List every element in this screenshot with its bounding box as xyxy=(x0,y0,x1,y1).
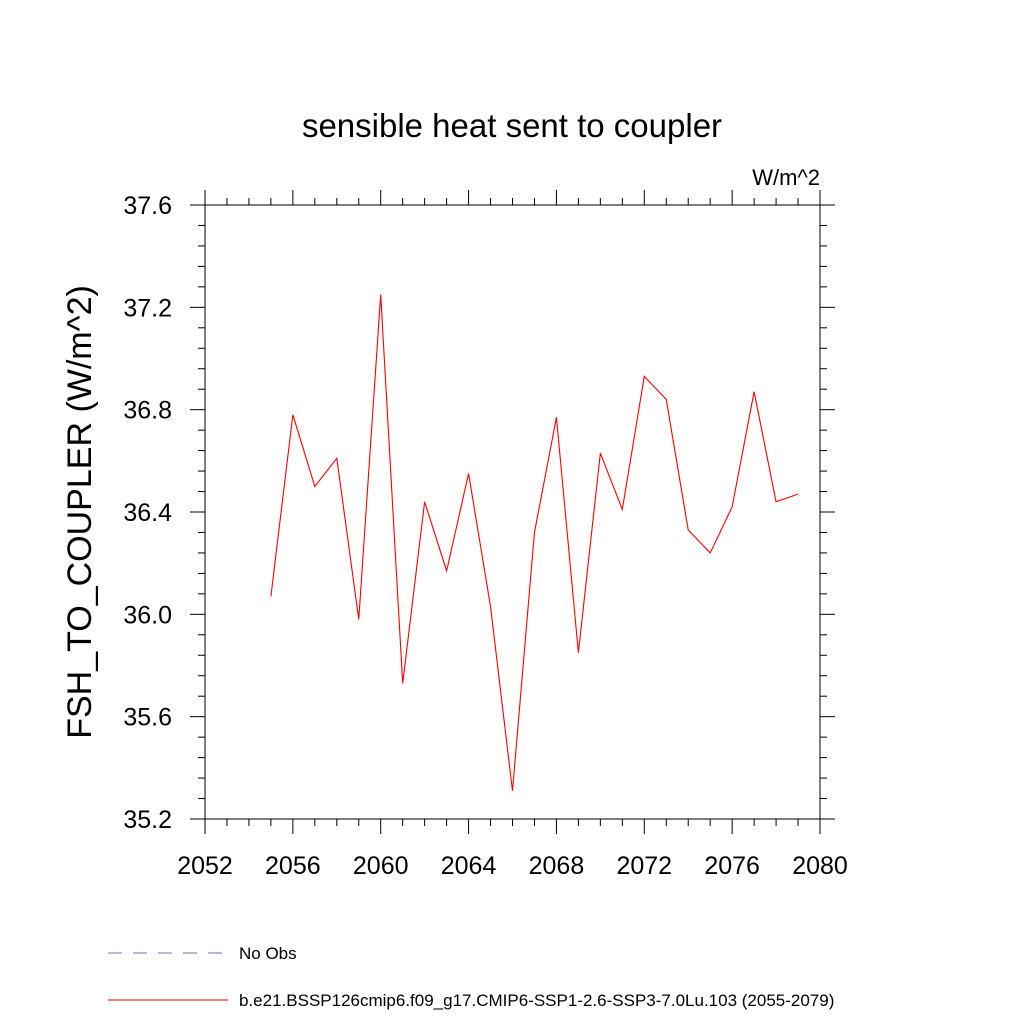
x-tick-label: 2072 xyxy=(616,852,672,880)
y-tick-label: 37.6 xyxy=(123,192,172,220)
y-tick-label: 36.0 xyxy=(123,601,172,629)
y-tick-label: 36.8 xyxy=(123,397,172,425)
y-tick-label: 35.6 xyxy=(123,704,172,732)
x-tick-label: 2060 xyxy=(353,852,409,880)
major-ticks xyxy=(190,190,835,834)
y-tick-label: 36.4 xyxy=(123,499,172,527)
x-tick-label: 2052 xyxy=(177,852,233,880)
minor-ticks xyxy=(198,198,827,826)
legend: No Obs b.e21.BSSP126cmip6.f09_g17.CMIP6-… xyxy=(108,944,834,1010)
x-tick-label: 2064 xyxy=(441,852,497,880)
legend-label-no-obs: No Obs xyxy=(239,944,297,963)
x-tick-label: 2080 xyxy=(792,852,848,880)
x-tick-label: 2076 xyxy=(704,852,760,880)
y-tick-labels: 35.2 35.6 36.0 36.4 36.8 37.2 37.6 xyxy=(123,192,172,834)
y-tick-label: 37.2 xyxy=(123,294,172,322)
x-tick-label: 2068 xyxy=(529,852,585,880)
y-axis-label: FSH_TO_COUPLER (W/m^2) xyxy=(61,285,99,739)
plot-frame xyxy=(204,204,821,820)
x-tick-labels: 2052 2056 2060 2064 2068 2072 2076 2080 xyxy=(177,852,848,880)
y-tick-label: 35.2 xyxy=(123,806,172,834)
series-line xyxy=(270,294,799,791)
legend-label-model: b.e21.BSSP126cmip6.f09_g17.CMIP6-SSP1-2.… xyxy=(239,991,834,1010)
series-group xyxy=(270,294,799,791)
x-tick-label: 2056 xyxy=(265,852,321,880)
chart-title: sensible heat sent to coupler xyxy=(302,107,722,144)
units-label: W/m^2 xyxy=(752,165,820,190)
